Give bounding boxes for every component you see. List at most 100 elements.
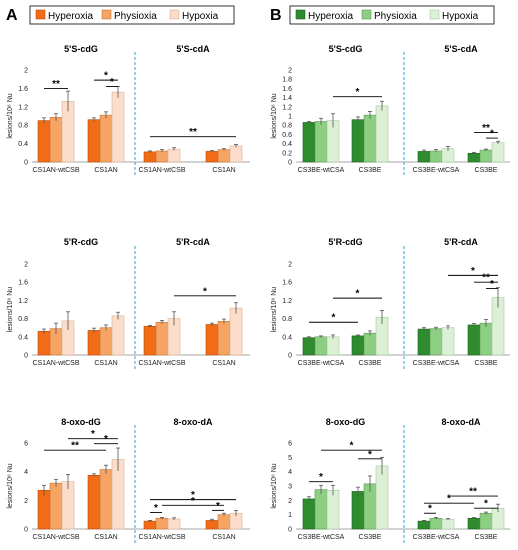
bar <box>111 91 125 163</box>
subchart-title: 8-oxo-dA <box>174 417 213 427</box>
x-tick-label: CS1AN-wtCSB <box>32 167 79 174</box>
bar <box>351 491 365 530</box>
x-tick-label: CS3BE <box>359 360 382 367</box>
bar <box>87 330 101 356</box>
bar <box>479 322 493 356</box>
y-tick-label: 0.4 <box>18 334 28 341</box>
bar <box>205 520 219 530</box>
significance-label: * <box>319 472 323 483</box>
x-tick-label: CS3BE <box>359 167 382 174</box>
bar <box>217 149 231 163</box>
bar <box>205 151 219 163</box>
legend-swatch <box>169 9 180 20</box>
significance-label: * <box>191 490 195 501</box>
y-axis-label: lesions/10⁶ Nu <box>7 93 14 138</box>
x-tick-label: CS1AN-wtCSB <box>138 167 185 174</box>
subchart-title: 5'S-cdG <box>64 44 98 54</box>
significance-label: * <box>332 313 336 324</box>
bar <box>302 337 316 356</box>
y-tick-label: 0.4 <box>282 141 292 148</box>
y-tick-label: 0.2 <box>282 150 292 157</box>
x-tick-label: CS1AN <box>94 360 117 367</box>
subchart-title: 5'R-cdG <box>328 237 362 247</box>
legend-label: Physioxia <box>114 11 157 22</box>
subchart-title: 5'S-cdG <box>329 44 363 54</box>
y-tick-label: 1.2 <box>282 104 292 111</box>
legend-swatch <box>295 9 306 20</box>
y-tick-label: 1.2 <box>282 298 292 305</box>
significance-label: * <box>104 71 108 82</box>
bar <box>87 119 101 163</box>
bar <box>99 469 113 530</box>
x-tick-label: CS1AN-wtCSB <box>32 360 79 367</box>
x-tick-label: CS1AN-wtCSB <box>138 360 185 367</box>
bar <box>326 336 340 356</box>
bar <box>302 122 316 163</box>
legend-swatch <box>101 9 112 20</box>
y-axis-label: lesions/10⁶ Nu <box>7 463 14 508</box>
y-tick-label: 5 <box>288 455 292 462</box>
bar <box>217 514 231 530</box>
y-tick-label: 0.8 <box>282 316 292 323</box>
y-tick-label: 6 <box>288 441 292 448</box>
y-tick-label: 4 <box>288 469 292 476</box>
bar <box>205 324 219 356</box>
x-tick-label: CS1AN <box>94 534 117 541</box>
y-tick-label: 1.8 <box>282 77 292 84</box>
bar <box>155 321 169 356</box>
bar <box>441 518 455 530</box>
bar <box>87 474 101 530</box>
bar <box>429 150 443 163</box>
y-tick-label: 1 <box>288 114 292 121</box>
y-tick-label: 1.6 <box>18 280 28 287</box>
bar <box>143 520 157 530</box>
significance-label: * <box>356 289 360 300</box>
bar <box>143 326 157 356</box>
subchart-title: 8-oxo-dA <box>442 417 481 427</box>
legend-label: Hypoxia <box>442 11 479 22</box>
legend-label: Hyperoxia <box>308 11 353 22</box>
bar <box>351 335 365 356</box>
significance-label: * <box>368 449 372 460</box>
y-tick-label: 0 <box>288 527 292 534</box>
significance-label: * <box>490 279 494 290</box>
legend-swatch <box>361 9 372 20</box>
subchart-title: 5'R-cdG <box>64 237 98 247</box>
significance-label: * <box>484 499 488 510</box>
bar <box>351 119 365 163</box>
panel-letter: A <box>6 7 18 24</box>
bar <box>467 152 481 163</box>
y-tick-label: 2 <box>288 68 292 75</box>
significance-label: * <box>154 503 158 514</box>
y-tick-label: 2 <box>24 68 28 75</box>
y-tick-label: 1 <box>288 512 292 519</box>
y-tick-label: 2 <box>24 498 28 505</box>
significance-label: * <box>110 77 114 88</box>
y-axis-label: lesions/10⁶ Nu <box>271 93 278 138</box>
bar <box>479 512 493 530</box>
x-tick-label: CS3BE <box>475 534 498 541</box>
bar <box>417 151 431 163</box>
bar <box>467 517 481 530</box>
x-tick-label: CS3BE-wtCSA <box>413 360 460 367</box>
significance-label: * <box>91 429 95 440</box>
subchart-title: 5'S-cdA <box>176 44 210 54</box>
y-tick-label: 0 <box>24 353 28 360</box>
significance-label: * <box>203 286 207 297</box>
subchart-title: 8-oxo-dG <box>326 417 366 427</box>
bar <box>375 465 389 530</box>
legend-label: Physioxia <box>374 11 417 22</box>
significance-label: ** <box>482 123 490 134</box>
bar <box>217 321 231 356</box>
x-tick-label: CS3BE-wtCSA <box>413 534 460 541</box>
y-tick-label: 0 <box>288 353 292 360</box>
legend-swatch <box>429 9 440 20</box>
x-tick-label: CS1AN <box>212 534 235 541</box>
significance-label: * <box>471 266 475 277</box>
bar <box>363 332 377 356</box>
bar <box>479 149 493 163</box>
y-tick-label: 1.2 <box>18 104 28 111</box>
x-tick-label: CS3BE <box>359 534 382 541</box>
panel-letter: B <box>270 7 282 24</box>
